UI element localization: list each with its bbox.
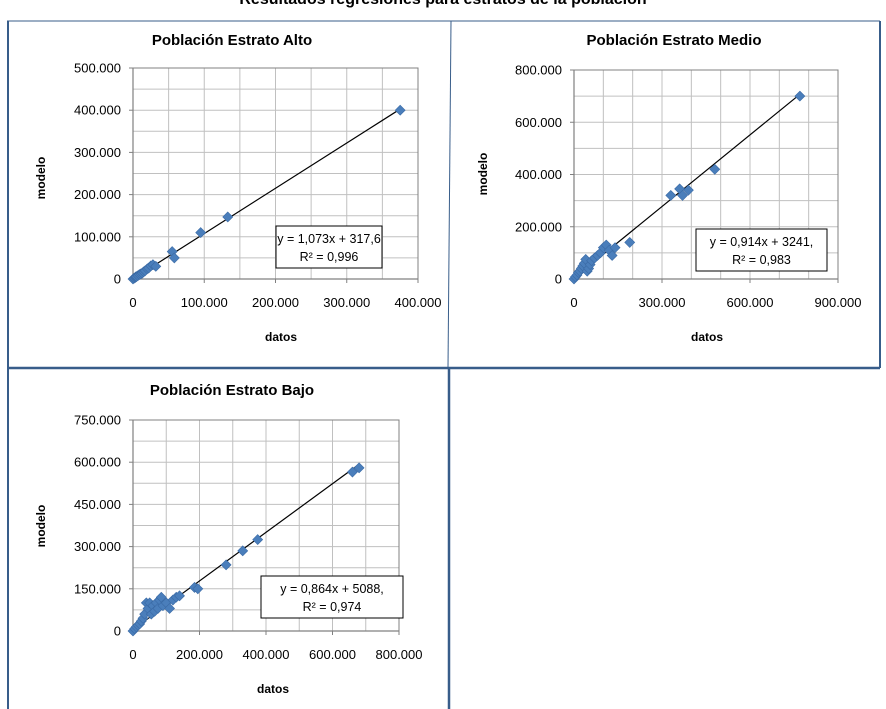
y-tick-label: 400.000 <box>74 103 121 118</box>
x-axis-label: datos <box>691 330 723 344</box>
y-tick-label: 300.000 <box>74 539 121 554</box>
x-tick-label: 600.000 <box>309 647 356 662</box>
y-tick-label: 0 <box>114 624 121 639</box>
data-point <box>624 237 636 248</box>
data-point <box>709 163 721 175</box>
r-squared-label: R² = 0,996 <box>300 250 359 264</box>
y-tick-label: 0 <box>114 272 121 287</box>
r-squared-label: R² = 0,983 <box>732 253 791 267</box>
y-tick-label: 750.000 <box>74 413 121 428</box>
regression-equation: y = 0,914x + 3241, <box>710 235 814 249</box>
x-tick-label: 0 <box>129 295 136 310</box>
x-tick-label: 300.000 <box>323 295 370 310</box>
x-tick-label: 200.000 <box>252 295 299 310</box>
equation-box <box>275 225 383 269</box>
data-point <box>794 90 806 102</box>
x-tick-label: 0 <box>129 647 136 662</box>
x-tick-label: 200.000 <box>176 647 223 662</box>
data-point <box>682 184 694 196</box>
x-tick-label: 400.000 <box>395 295 442 310</box>
data-point <box>192 583 204 595</box>
frame-divider-upper <box>447 20 452 369</box>
y-tick-label: 800.000 <box>515 63 562 78</box>
y-tick-label: 400.000 <box>515 167 562 182</box>
y-tick-label: 150.000 <box>74 581 121 596</box>
y-tick-label: 300.000 <box>74 145 121 160</box>
x-tick-label: 800.000 <box>376 647 423 662</box>
chart-estrato-bajo: Población Estrato Bajo modelo datos 0 150… <box>34 382 423 696</box>
chart-estrato-medio: Población Estrato Medio modelo datos 0 20… <box>476 32 862 344</box>
y-tick-label: 200.000 <box>515 219 562 234</box>
x-axis-label: datos <box>257 682 289 696</box>
y-tick-label: 200.000 <box>74 187 121 202</box>
y-tick-label: 600.000 <box>515 115 562 130</box>
data-point <box>677 189 688 201</box>
x-axis-label: datos <box>265 330 297 344</box>
y-tick-label: 450.000 <box>74 497 121 512</box>
chart-title: Población Estrato Bajo <box>150 382 314 399</box>
regression-equation: y = 0,864x + 5088, <box>280 582 384 596</box>
data-point <box>168 252 180 264</box>
y-axis-label: modelo <box>476 153 490 196</box>
data-point <box>222 211 234 223</box>
r-squared-label: R² = 0,974 <box>303 600 362 614</box>
data-point <box>174 590 185 602</box>
data-point <box>150 260 162 272</box>
x-tick-label: 300.000 <box>639 295 686 310</box>
data-point <box>220 559 232 571</box>
data-point <box>606 250 618 261</box>
chart-estrato-alto: Población Estrato Alto modelo datos 0 100… <box>34 32 442 344</box>
chart-title: Población Estrato Alto <box>152 32 312 49</box>
data-point <box>252 534 264 545</box>
data-point <box>609 242 621 254</box>
x-tick-label: 0 <box>570 295 577 310</box>
x-tick-label: 100.000 <box>181 295 228 310</box>
y-tick-label: 500.000 <box>74 61 121 76</box>
data-point <box>237 545 249 557</box>
data-point <box>394 104 406 116</box>
trendline <box>132 108 401 280</box>
y-tick-label: 100.000 <box>74 229 121 244</box>
x-tick-label: 400.000 <box>243 647 290 662</box>
regression-equation: y = 1,073x + 317,6 <box>277 232 381 246</box>
data-point <box>665 189 677 201</box>
x-tick-label: 600.000 <box>727 295 774 310</box>
y-axis-label: modelo <box>34 157 48 200</box>
y-axis-label: modelo <box>34 505 48 548</box>
data-point <box>195 227 207 239</box>
page-title: Resultados regresiones para estratos de … <box>0 0 886 9</box>
data-point <box>347 466 358 478</box>
chart-title: Población Estrato Medio <box>586 32 761 49</box>
y-tick-label: 0 <box>555 272 562 287</box>
y-tick-label: 600.000 <box>74 455 121 470</box>
equation-box <box>260 575 404 619</box>
x-tick-label: 900.000 <box>815 295 862 310</box>
data-point <box>164 603 175 614</box>
data-point <box>353 462 365 474</box>
equation-box <box>695 228 828 272</box>
